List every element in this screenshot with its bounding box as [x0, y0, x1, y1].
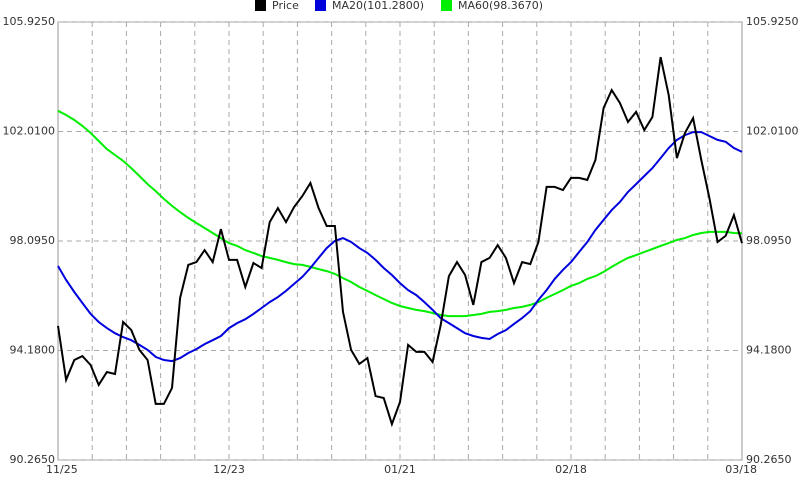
legend-swatch: [315, 0, 326, 11]
y2-tick-label: 94.1800: [746, 344, 792, 357]
x-tick-label: 12/23: [213, 463, 245, 476]
legend-label: Price: [272, 0, 299, 12]
y2-tick-label: 90.2650: [746, 453, 792, 466]
y-tick-label: 105.9250: [3, 15, 56, 28]
y-tick-label: 102.0100: [3, 125, 56, 138]
series-line: [57, 131, 743, 363]
x-tick-label: 02/18: [555, 463, 587, 476]
y2-tick-label: 105.9250: [746, 15, 799, 28]
y-tick-label: 90.2650: [10, 453, 56, 466]
legend-label: MA20(101.2800): [332, 0, 424, 12]
legend-label: MA60(98.3670): [458, 0, 543, 12]
y-tick-label: 94.1800: [10, 344, 56, 357]
series-line: [57, 109, 743, 318]
series-line: [57, 56, 743, 428]
x-tick-label: 11/25: [46, 463, 78, 476]
legend-swatch: [441, 0, 452, 11]
legend-swatch: [255, 0, 266, 11]
x-tick-label: 03/18: [725, 463, 757, 476]
y-tick-label: 98.0950: [10, 234, 56, 247]
x-tick-label: 01/21: [384, 463, 416, 476]
y2-tick-label: 102.0100: [746, 125, 799, 138]
y2-tick-label: 98.0950: [746, 234, 792, 247]
